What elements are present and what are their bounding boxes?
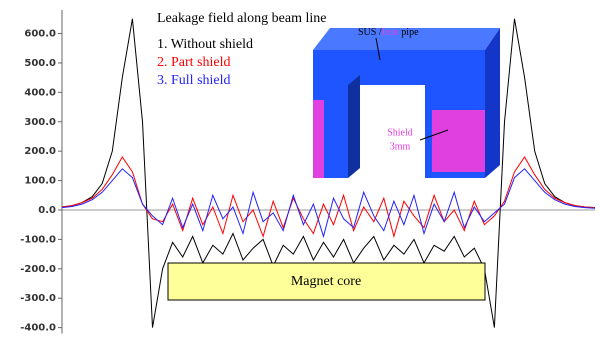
pipe-front	[313, 50, 485, 85]
annotation: Magnet core	[291, 274, 361, 289]
chart-title: Leakage field along beam line	[157, 11, 326, 26]
y-tick-label: -100.0	[20, 234, 56, 245]
annotation: 3mm	[390, 141, 411, 152]
y-tick-label: -300.0	[20, 293, 56, 304]
chart: 600.0 500.0 400.0 300.0 200.0 100.0 0.0 -100.0 -…	[0, 0, 599, 338]
y-tick-label: 500.0	[24, 58, 56, 69]
y-tick-label: 0.0	[38, 205, 56, 216]
y-tick-label: -400.0	[20, 323, 56, 334]
annotation: Shield	[387, 127, 413, 138]
annotation-part: pipe	[401, 27, 419, 38]
annotation-part: SUS /	[358, 27, 382, 38]
y-tick-label: -200.0	[20, 264, 56, 275]
y-tick-label: 300.0	[24, 117, 56, 128]
y-tick-label: 200.0	[24, 146, 56, 157]
series-line	[62, 169, 595, 237]
pipe-inner	[348, 75, 360, 178]
y-tick-label: 400.0	[24, 87, 56, 98]
pipe-side	[485, 28, 500, 178]
y-tick-label: 600.0	[24, 29, 56, 40]
legend-entry: 1. Without shield	[157, 37, 253, 52]
shield-left	[313, 100, 324, 178]
legend-entry: 3. Full shield	[157, 73, 231, 88]
legend-entry: 2. Part shield	[157, 55, 231, 70]
shield-right	[432, 110, 485, 172]
shield-illustration	[313, 28, 500, 178]
annotation-part: Iron	[382, 27, 399, 38]
y-tick-label: 100.0	[24, 176, 56, 187]
